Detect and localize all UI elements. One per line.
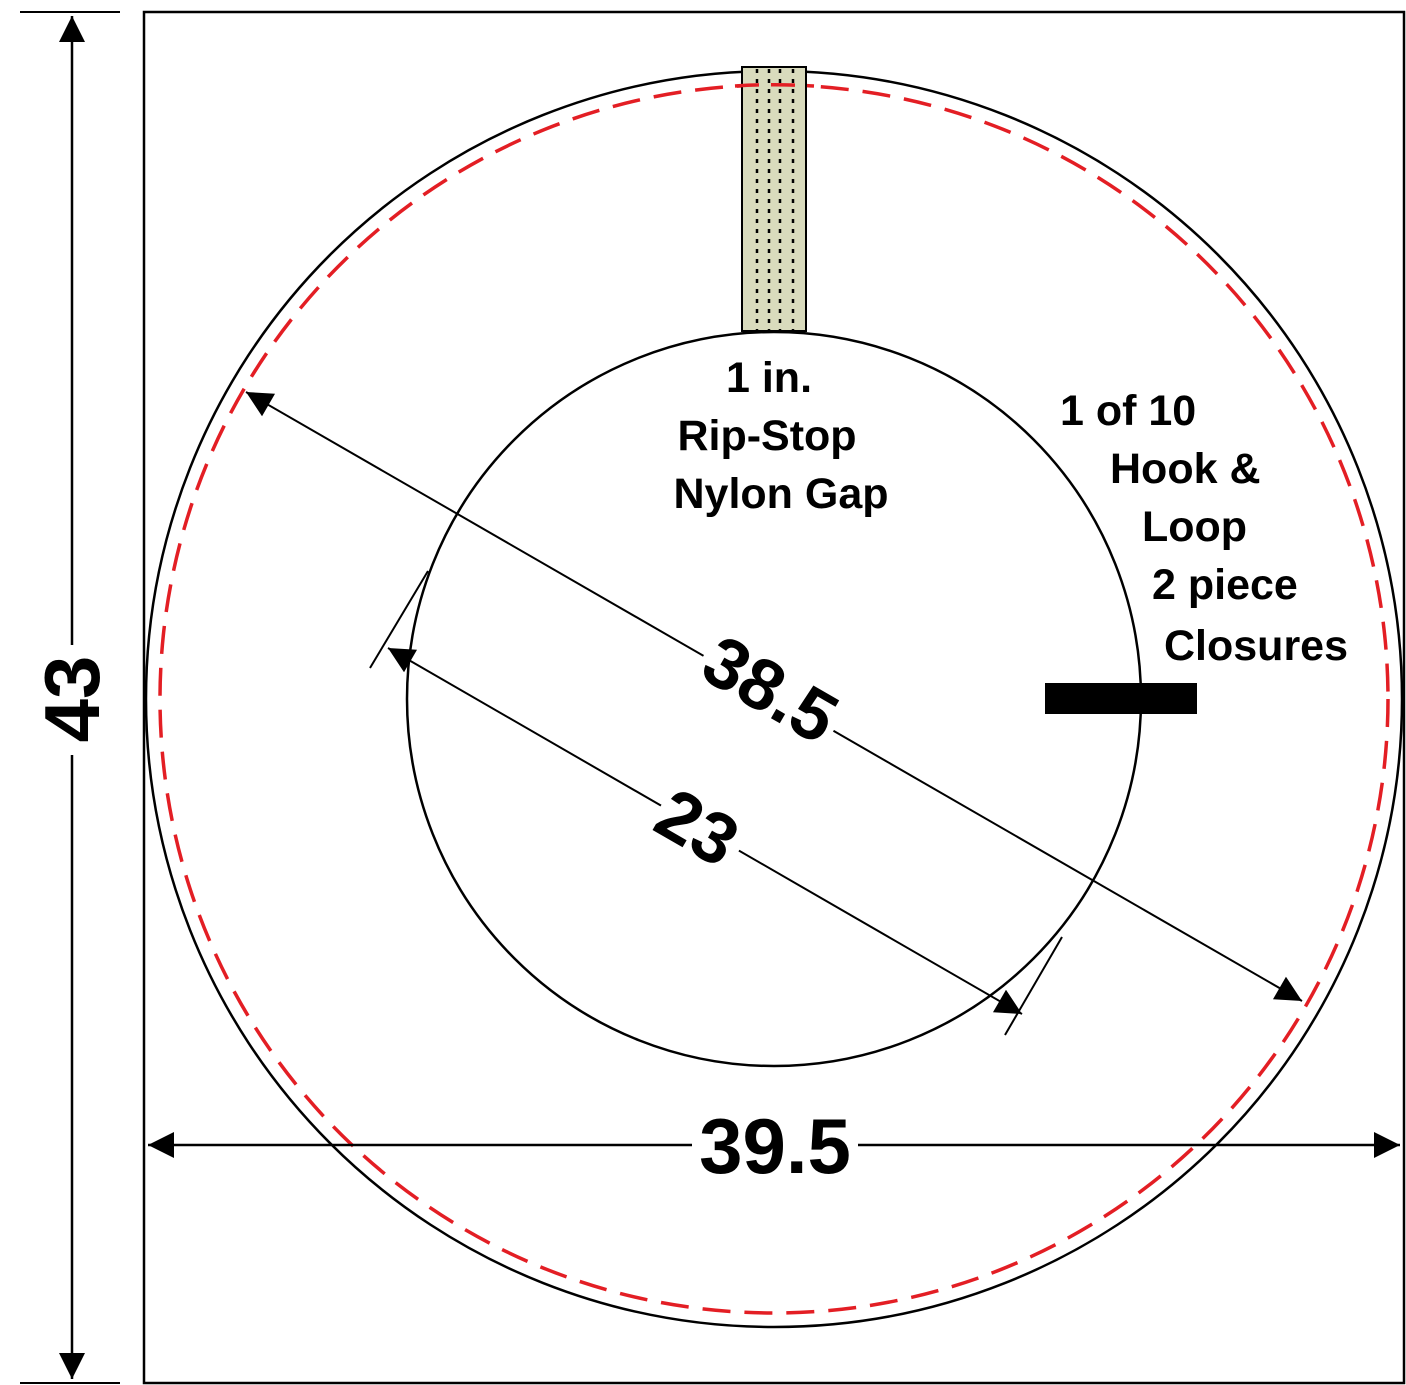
- closure-note-line-2: Hook &: [1110, 445, 1261, 493]
- gap-note-line-1: 1 in.: [726, 354, 812, 402]
- closure-note: 1 of 10 Hook & Loop 2 piece Closures: [1060, 387, 1348, 670]
- inner-diameter-label-mask: [647, 781, 753, 875]
- fabric-panel-outline: [142, 10, 1406, 1385]
- closure-note-line-3: Loop: [1142, 503, 1247, 551]
- seam-line: [158, 83, 1390, 1315]
- inner-diameter-extension-right: [1004, 936, 1063, 1036]
- hook-loop-closure: [1045, 683, 1197, 714]
- width-label-mask: [692, 1112, 858, 1176]
- seam-line-over-strip: [734, 82, 815, 88]
- closure-note-line-4: 2 piece: [1152, 561, 1298, 609]
- gap-note: 1 in. Rip-Stop Nylon Gap: [673, 354, 888, 518]
- gap-note-line-2: Rip-Stop: [677, 412, 856, 460]
- height-dimension-label: 43: [28, 656, 116, 743]
- height-label-mask: [42, 645, 102, 755]
- gap-note-line-3: Nylon Gap: [673, 470, 888, 518]
- width-dimension-label: 39.5: [699, 1102, 851, 1190]
- closure-note-line-5: Closures: [1164, 622, 1348, 670]
- nylon-gap-strip: [741, 66, 807, 332]
- inner-diameter-extension-left: [369, 570, 429, 669]
- closure-note-line-1: 1 of 10: [1060, 387, 1196, 435]
